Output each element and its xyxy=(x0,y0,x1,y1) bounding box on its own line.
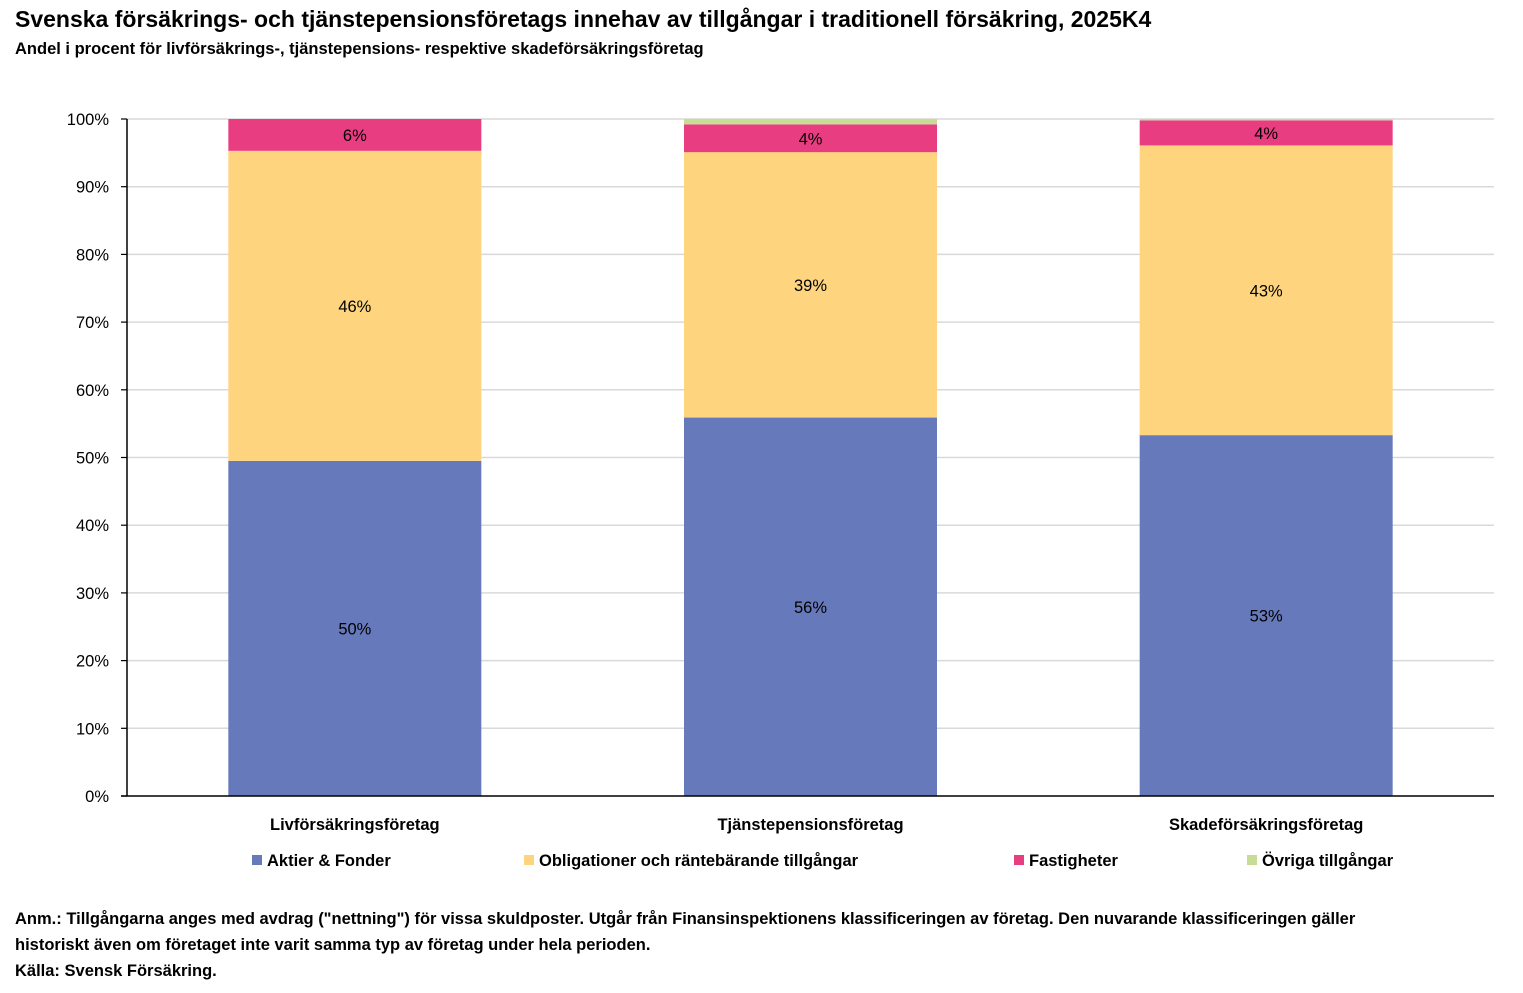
data-label: 4% xyxy=(1254,125,1278,143)
bar-segment xyxy=(684,417,937,796)
data-label: 53% xyxy=(1250,608,1283,626)
x-category-label: Tjänstepensionsföretag xyxy=(717,816,903,834)
bar-segment xyxy=(228,460,482,796)
bar-segment xyxy=(1139,120,1393,146)
y-tick-label: 80% xyxy=(76,246,109,264)
legend-label: Obligationer och räntebärande tillgångar xyxy=(539,852,859,870)
chart-notes: Anm.: Tillgångarna anges med avdrag ("ne… xyxy=(15,906,1485,984)
stacked-bar-chart: 0% 10% 20% 30% 40% 50% 60% 70% 80% 90% 100% 50% 46% 6… xyxy=(67,111,1494,870)
data-label: 50% xyxy=(338,620,371,638)
bar-segment xyxy=(228,119,482,151)
data-label: 6% xyxy=(343,127,367,145)
legend-label: Övriga tillgångar xyxy=(1262,851,1394,870)
y-tick-label: 0% xyxy=(85,788,109,806)
chart-title: Svenska försäkrings- och tjänstepensions… xyxy=(15,6,1152,32)
bar-segment xyxy=(1139,145,1393,436)
data-label: 56% xyxy=(794,599,827,617)
bar-segment xyxy=(684,119,937,125)
note-line-2: historiskt även om företaget inte varit … xyxy=(15,936,651,954)
legend-swatch xyxy=(1247,855,1257,865)
legend-swatch xyxy=(252,855,262,865)
chart-subtitle: Andel i procent för livförsäkrings-, tjä… xyxy=(15,40,704,58)
legend-swatch xyxy=(524,855,534,865)
y-tick-label: 60% xyxy=(76,382,109,400)
y-tick-label: 40% xyxy=(76,517,109,535)
bar-segment xyxy=(1139,119,1393,121)
y-tick-label: 10% xyxy=(76,720,109,738)
y-tick-label: 100% xyxy=(67,111,110,129)
legend-label: Fastigheter xyxy=(1029,852,1119,870)
bar-segment xyxy=(1139,435,1393,796)
y-tick-label: 70% xyxy=(76,314,109,332)
bar-segment xyxy=(684,124,937,153)
x-category-label: Skadeförsäkringsföretag xyxy=(1169,816,1363,834)
y-tick-label: 50% xyxy=(76,450,109,468)
y-tick-label: 30% xyxy=(76,585,109,603)
data-label: 43% xyxy=(1250,282,1283,300)
source-line: Källa: Svensk Försäkring. xyxy=(15,962,217,980)
bar-segment xyxy=(228,150,482,461)
bar-segment xyxy=(684,152,937,418)
y-tick-label: 90% xyxy=(76,179,109,197)
x-category-label: Livförsäkringsföretag xyxy=(270,816,440,834)
note-line-1: Anm.: Tillgångarna anges med avdrag ("ne… xyxy=(15,910,1356,928)
data-label: 4% xyxy=(799,130,823,148)
legend-label: Aktier & Fonder xyxy=(267,852,391,870)
legend-swatch xyxy=(1014,855,1024,865)
y-tick-label: 20% xyxy=(76,653,109,671)
data-label: 39% xyxy=(794,277,827,295)
data-label: 46% xyxy=(338,298,371,316)
